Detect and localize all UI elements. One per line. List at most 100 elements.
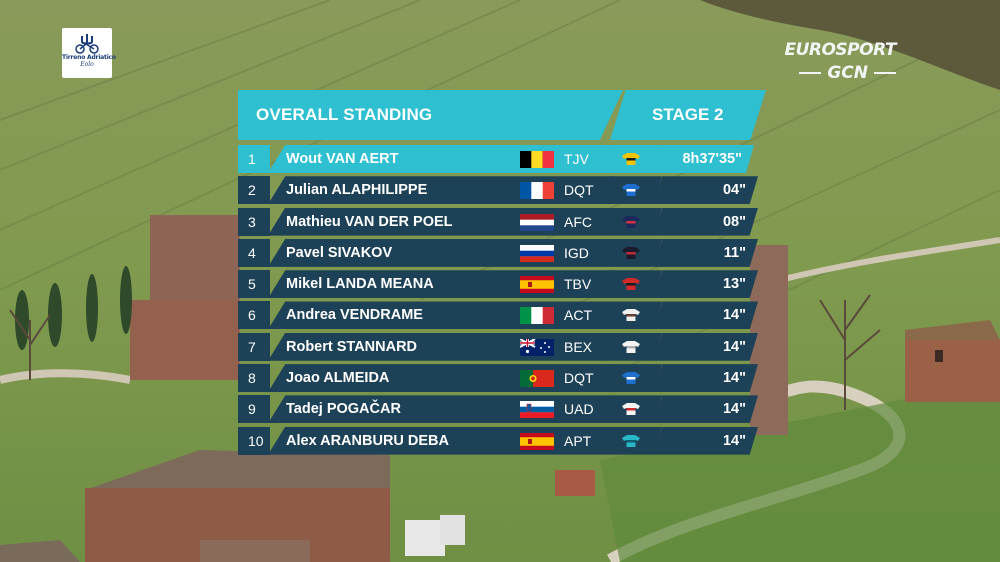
gcn-wordmark: GCN (827, 63, 868, 83)
row-time-panel (654, 395, 758, 424)
team-jersey-icon (622, 184, 640, 197)
standings-title: OVERALL STANDING (256, 105, 433, 124)
row-name-panel (268, 238, 613, 267)
team-jersey-icon (622, 246, 640, 259)
rider-name: Alex ARANBURU DEBA (286, 432, 450, 449)
trident-cyclist-icon (75, 34, 99, 54)
netherlands-flag (520, 213, 554, 231)
rider-position: 5 (238, 270, 270, 299)
spain-flag (520, 276, 554, 294)
row-name-panel (268, 395, 613, 424)
team-jersey-icon (622, 340, 640, 353)
rider-time: 8h37'35" (682, 151, 742, 167)
rider-position: 7 (238, 332, 270, 361)
standings-header: OVERALL STANDING STAGE 2 (238, 90, 768, 142)
rider-time: 04" (722, 182, 746, 199)
row-name-panel (268, 426, 613, 455)
row-time-panel (654, 332, 758, 361)
rider-position: 10 (238, 426, 270, 455)
standing-row: 4 Pavel SIVAKOV IGD 11" (238, 238, 768, 267)
team-code: DQT (564, 370, 594, 387)
italy-flag (520, 307, 554, 325)
rider-time: 14" (722, 401, 746, 418)
header-stage-panel (610, 90, 766, 140)
team-jersey-icon (622, 153, 640, 165)
row-time-panel (654, 238, 758, 267)
row-time-panel (654, 301, 758, 330)
rider-position: 3 (238, 207, 270, 236)
team-code: ACT (564, 307, 592, 324)
team-code: AFC (564, 213, 592, 230)
rider-name: Tadej POGAČAR (286, 401, 401, 418)
standing-row: 1 Wout VAN AERT TJV 8h37'35" (238, 145, 768, 173)
team-code: TJV (564, 151, 589, 167)
team-jersey-icon (622, 434, 640, 447)
row-time-panel (654, 364, 758, 393)
row-name-panel (268, 301, 613, 330)
portugal-flag (520, 370, 554, 388)
rider-name: Andrea VENDRAME (286, 307, 423, 324)
row-name-panel (268, 207, 613, 236)
standing-row: 2 Julian ALAPHILIPPE DQT 04" (238, 176, 768, 205)
team-jersey-icon (622, 309, 640, 322)
team-jersey-icon (622, 403, 640, 416)
standings-board: OVERALL STANDING STAGE 2 1 Wout VAN AERT T… (238, 90, 768, 458)
rider-time: 08" (722, 213, 746, 230)
row-time-panel (654, 426, 758, 455)
team-code: APT (564, 432, 592, 449)
team-code: BEX (564, 338, 593, 355)
rider-time: 13" (722, 276, 746, 293)
rider-name: Mikel LANDA MEANA (286, 276, 434, 293)
dash-right (874, 72, 896, 74)
rider-name: Julian ALAPHILIPPE (286, 182, 428, 199)
row-time-panel (654, 270, 758, 299)
russia-flag (520, 244, 554, 262)
rider-time: 14" (722, 432, 746, 449)
race-sponsor: Eolo (80, 61, 94, 68)
rider-name: Joao ALMEIDA (286, 370, 390, 387)
rider-name: Wout VAN AERT (286, 151, 399, 167)
team-jersey-icon (622, 372, 640, 385)
rider-position: 6 (238, 301, 270, 330)
slovenia-flag (520, 401, 554, 419)
france-flag (520, 182, 554, 200)
team-jersey-icon (622, 278, 640, 291)
rider-position: 4 (238, 238, 270, 267)
rider-time: 11" (723, 244, 746, 261)
rider-position: 1 (238, 145, 270, 173)
row-name-panel (268, 270, 613, 299)
standing-row: 7 Robert STANNARD BEX 14" (238, 332, 768, 361)
rider-name: Robert STANNARD (286, 338, 418, 355)
dash-left (799, 72, 822, 74)
rider-position: 9 (238, 395, 270, 424)
standing-row: 6 Andrea VENDRAME ACT 14" (238, 301, 768, 330)
belgium-flag (520, 151, 554, 168)
team-jersey-icon (622, 215, 640, 228)
team-code: TBV (564, 276, 592, 293)
row-time-panel (654, 145, 754, 173)
race-logo: Tirreno Adriatico Eolo (62, 28, 116, 78)
australia-flag (520, 338, 554, 356)
rider-position: 8 (238, 364, 270, 393)
row-time-panel (654, 176, 758, 205)
standing-row: 8 Joao ALMEIDA DQT 14" (238, 364, 768, 393)
rider-time: 14" (722, 307, 746, 324)
standing-row: 9 Tadej POGAČAR UAD 14" (238, 395, 768, 424)
standing-row: 3 Mathieu VAN DER POEL AFC 08" (238, 207, 768, 236)
spain-flag (520, 432, 554, 450)
header-title-panel (238, 90, 623, 140)
team-code: IGD (564, 244, 589, 261)
stage-label: STAGE 2 (652, 105, 724, 124)
row-name-panel (268, 332, 613, 361)
rider-position: 2 (238, 176, 270, 205)
rider-time: 14" (722, 370, 746, 387)
row-name-panel (268, 364, 613, 393)
team-code: UAD (564, 401, 594, 418)
rider-time: 14" (722, 338, 746, 355)
team-code: DQT (564, 182, 594, 199)
rider-name: Pavel SIVAKOV (286, 244, 393, 261)
rider-name: Mathieu VAN DER POEL (286, 213, 453, 230)
race-name: Tirreno Adriatico (62, 54, 116, 61)
standings-rows: 1 Wout VAN AERT TJV 8h37'35" 2 Julian ALAPHIL… (238, 145, 768, 455)
standing-row: 10 Alex ARANBURU DEBA APT 14" (238, 426, 768, 455)
